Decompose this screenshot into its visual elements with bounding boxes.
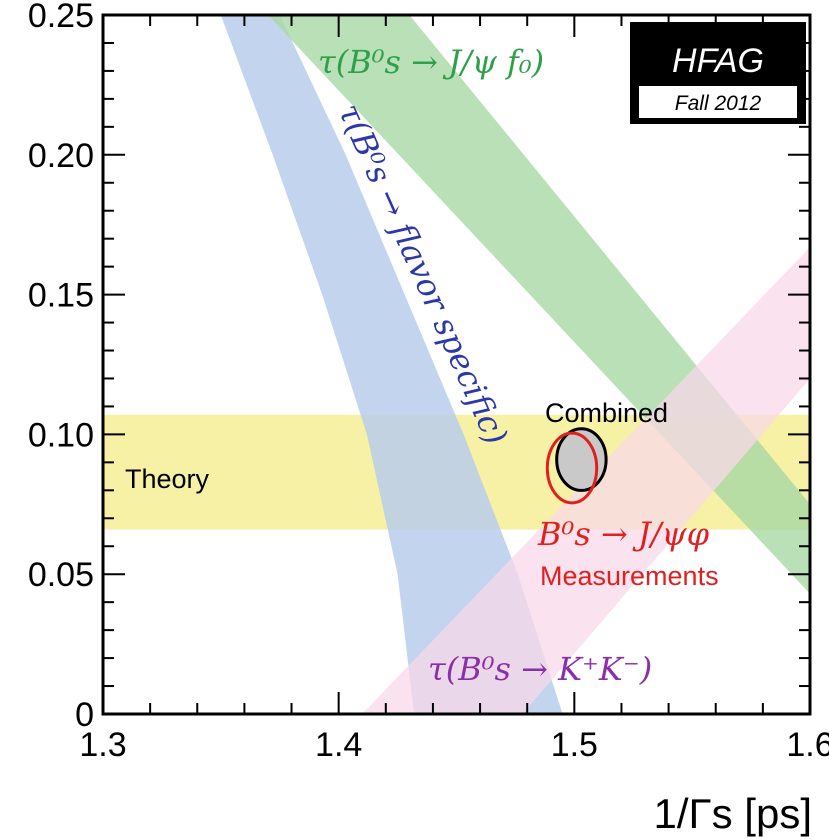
contours-layer — [545, 427, 608, 505]
y-tick-label: 0.10 — [28, 416, 94, 454]
bands-layer — [103, 15, 810, 714]
kk-band — [362, 247, 810, 714]
y-tick-label: 0 — [75, 696, 94, 734]
x-tick-label: 1.6 — [786, 726, 829, 764]
x-tick-label: 1.5 — [551, 726, 598, 764]
x-tick-label: 1.4 — [315, 726, 362, 764]
plot-frame — [101, 13, 812, 716]
jpsi-phi-label: B⁰s → J/ψφ — [537, 515, 710, 553]
x-axis-title: 1/Γs [ps] — [653, 790, 812, 837]
y-tick-label: 0.25 — [28, 0, 94, 35]
logo-main-text: HFAG — [672, 42, 764, 80]
measurements-contour — [545, 431, 599, 505]
kk-band-label: τ(B⁰s → K⁺K⁻) — [428, 650, 652, 688]
theory-band-label: Theory — [125, 464, 210, 494]
hfag-logo: HFAG Fall 2012 — [630, 22, 806, 124]
y-tick-label: 0.20 — [28, 137, 94, 175]
x-tick-label: 1.3 — [79, 726, 126, 764]
flavor-specific-band — [220, 15, 563, 714]
y-tick-label: 0.15 — [28, 277, 94, 315]
measurements-label: Measurements — [540, 561, 719, 591]
logo-sub-text: Fall 2012 — [675, 92, 762, 115]
ticks-layer: 1.3 1.4 1.5 1.6 0 0.05 0.10 0.15 0.20 0.25 — [28, 0, 829, 764]
combined-contour-label: Combined — [545, 398, 668, 428]
y-tick-label: 0.05 — [28, 556, 94, 594]
jpsi-f0-band-label: τ(B⁰s → J/ψ f₀) — [318, 43, 544, 81]
combined-contour — [555, 427, 608, 492]
